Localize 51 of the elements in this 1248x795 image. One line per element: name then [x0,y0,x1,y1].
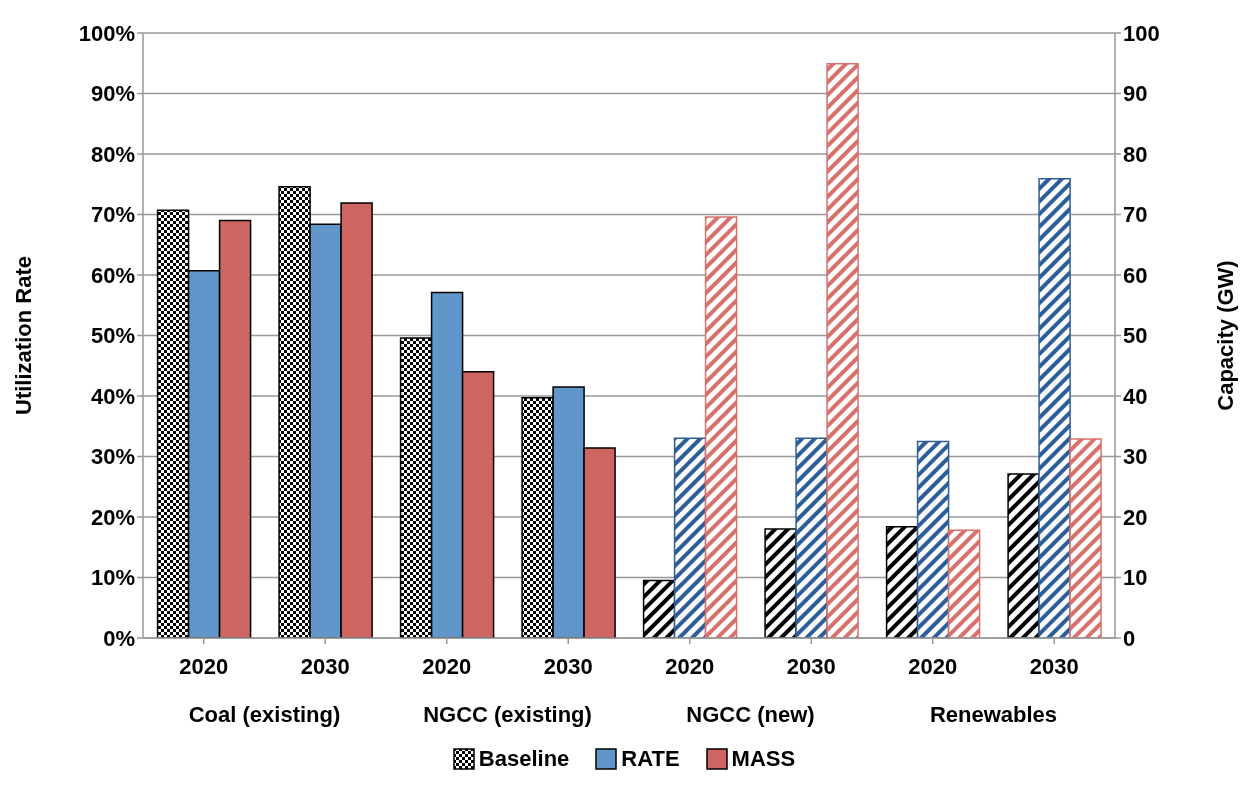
y-tick-label: 60% [90,262,135,288]
bar [1038,178,1071,638]
y2-tick-label: 70 [1123,202,1148,228]
y-tick-label: 80% [90,141,135,167]
text: NGCC (new) [685,702,816,728]
y2-tick-label: 40 [1123,383,1148,409]
legend-label: RATE [621,746,680,772]
y2-tick-label: 0 [1123,625,1136,651]
bar [673,437,707,638]
y2-tick-label: 100 [1123,20,1160,46]
bar [1007,473,1040,638]
y2-tick-label: 20 [1123,504,1148,530]
x-tick-label: 2020 [422,653,472,679]
x-tick-label: 2030 [543,653,593,679]
bar [704,216,738,638]
y2-tick-label: 90 [1123,81,1148,107]
legend-label: MASS [731,746,796,772]
y2-axis-title: Capacity (GW) [1212,260,1238,411]
y-tick-label: 40% [90,383,135,409]
y2-tick-label: 60 [1123,262,1148,288]
bar [795,437,828,638]
y2-tick-label: 10 [1123,565,1148,591]
x-tick-label: 2030 [300,653,350,679]
legend-label: Baseline [478,746,570,772]
x-tick-label: 2020 [908,653,958,679]
y2-tick-label: 80 [1123,141,1148,167]
text: NGCC (existing) [422,702,593,728]
y-tick-label: 30% [90,444,135,470]
bar [764,528,797,638]
text: Coal (existing) [187,702,342,728]
bar [916,440,950,638]
y-tick-label: 0% [103,625,135,651]
y-tick-label: 70% [90,202,135,228]
x-tick-label: 2020 [179,653,229,679]
x-tick-label: 2030 [1029,653,1079,679]
x-tick-label: 2020 [665,653,715,679]
y2-tick-label: 50 [1123,323,1148,349]
y-tick-label: 20% [90,504,135,530]
bar [947,529,981,638]
y-tick-label: 90% [90,81,135,107]
y2-tick-label: 30 [1123,444,1148,470]
bar [642,579,676,638]
x-tick-label: 2030 [786,653,836,679]
text: Renewables [928,702,1059,728]
bar [885,525,919,638]
bar [826,63,859,638]
y-axis-title: Utilization Rate [10,256,36,415]
bar [1069,438,1102,638]
y-tick-label: 100% [78,20,135,46]
y-tick-label: 10% [90,565,135,591]
y-tick-label: 50% [90,323,135,349]
